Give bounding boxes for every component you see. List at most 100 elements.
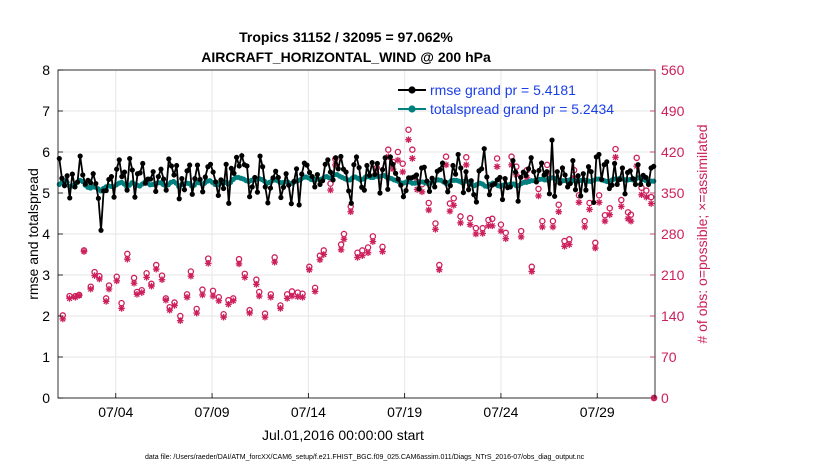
obs-possible-point <box>643 187 650 194</box>
rmse-point <box>374 160 380 167</box>
obs-assimilated-point <box>261 313 269 321</box>
rmse-point <box>158 166 164 172</box>
y-right-tick-label: 560 <box>661 62 685 78</box>
obs-assimilated-stroke <box>436 266 443 273</box>
obs-assimilated-stroke <box>215 297 222 304</box>
x-tick-label: 07/14 <box>291 404 326 420</box>
obs-assimilated-stroke <box>177 317 184 324</box>
rmse-point <box>116 157 122 163</box>
rmse-point <box>353 154 360 160</box>
obs-assimilated-stroke <box>159 276 165 283</box>
x-tick-label: 07/24 <box>483 404 518 420</box>
rmse-point <box>578 193 584 199</box>
rmse-point <box>567 180 573 187</box>
obs-possible-point <box>627 211 635 218</box>
obs-assimilated-point <box>299 293 306 301</box>
obs-assimilated-point <box>337 246 345 254</box>
rmse-point <box>202 174 208 180</box>
obs-assimilated-point <box>617 203 625 210</box>
obs-assimilated-stroke <box>473 231 479 237</box>
obs-assimilated-point <box>358 252 366 259</box>
obs-assimilated-stroke <box>518 234 524 240</box>
obs-assimilated-stroke <box>148 283 155 289</box>
rmse-point <box>163 187 169 193</box>
rmse-point <box>129 167 135 173</box>
rmse-point <box>369 160 375 166</box>
rmse-point <box>645 181 652 187</box>
obs-assimilated-stroke <box>606 211 613 218</box>
obs-assimilated-stroke <box>359 252 366 259</box>
y-axis-left-label: rmse and totalspread <box>25 168 41 300</box>
rmse-point <box>580 171 586 177</box>
rmse-point <box>153 188 159 194</box>
rmse-point <box>518 174 524 181</box>
rmse-point <box>322 161 328 167</box>
obs-assimilated-stroke <box>643 194 650 200</box>
obs-assimilated-point <box>638 191 645 199</box>
obs-assimilated-stroke <box>341 236 347 243</box>
obs-possible-point <box>612 145 619 153</box>
rmse-point <box>247 194 253 200</box>
rmse-point <box>554 169 560 175</box>
rmse-point <box>351 162 357 168</box>
rmse-point <box>283 171 289 177</box>
rmse-point <box>270 175 276 181</box>
rmse-point <box>184 168 190 174</box>
obs-assimilated-point <box>235 260 243 268</box>
obs-assimilated-point <box>75 292 83 299</box>
rmse-point <box>348 200 354 206</box>
y-axis-left-ticks: 0 1 2 3 4 5 6 7 8 <box>42 62 63 406</box>
rmse-point <box>463 169 469 175</box>
obs-assimilated-point <box>450 202 458 209</box>
rmse-point <box>278 194 284 201</box>
obs-assimilated-stroke <box>91 272 98 279</box>
rmse-point <box>552 193 558 199</box>
rmse-point <box>512 169 519 175</box>
obs-assimilated-stroke <box>581 224 588 230</box>
rmse-point <box>622 191 628 197</box>
obs-assimilated-point <box>199 291 206 299</box>
obs-assimilated-stroke <box>96 276 103 282</box>
rmse-point <box>531 169 537 175</box>
rmse-point <box>252 174 258 181</box>
rmse-point <box>127 155 133 162</box>
obs-possible-point <box>543 161 551 169</box>
obs-assimilated-point <box>627 217 635 225</box>
obs-assimilated-stroke <box>271 259 278 265</box>
rmse-point <box>572 187 579 193</box>
obs-possible-point <box>618 196 625 204</box>
obs-assimilated-stroke <box>399 169 406 175</box>
rmse-point <box>619 165 626 171</box>
obs-assimilated-stroke <box>443 162 449 168</box>
rmse-point <box>346 188 352 194</box>
obs-possible-point <box>489 215 496 223</box>
obs-possible-point <box>405 126 412 133</box>
obs-assimilated-point <box>277 305 284 312</box>
y-left-tick-label: 2 <box>42 308 50 324</box>
obs-assimilated-stroke <box>395 157 401 164</box>
obs-assimilated-point <box>327 186 334 194</box>
rmse-point <box>312 184 318 190</box>
obs-assimilated-point <box>549 223 557 231</box>
rmse-point <box>361 187 367 193</box>
y-left-tick-label: 4 <box>42 226 50 242</box>
obs-assimilated-point <box>316 256 324 264</box>
obs-assimilated-point <box>446 207 454 215</box>
rmse-point <box>632 181 639 187</box>
rmse-point <box>280 184 287 190</box>
obs-possible-point <box>606 204 613 212</box>
obs-assimilated-stroke <box>592 245 599 251</box>
obs-assimilated-stroke <box>171 302 178 309</box>
obs-assimilated-stroke <box>153 266 160 272</box>
obs-assimilated-point <box>215 297 223 305</box>
rmse-point <box>609 182 615 188</box>
obs-assimilated-stroke <box>225 301 232 308</box>
obs-assimilated-stroke <box>419 188 425 195</box>
rmse-point <box>507 184 513 190</box>
obs-assimilated-stroke <box>320 251 327 258</box>
y-left-tick-label: 3 <box>42 267 50 283</box>
obs-assimilated-stroke <box>138 289 145 296</box>
rmse-point <box>82 181 88 187</box>
rmse-point <box>262 184 268 190</box>
obs-assimilated-stroke <box>535 193 542 199</box>
